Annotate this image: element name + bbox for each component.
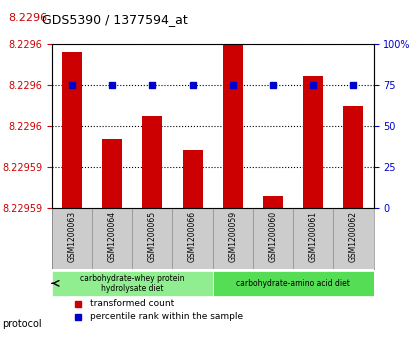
Bar: [303, 76, 323, 208]
Text: GSM1200059: GSM1200059: [228, 211, 237, 262]
FancyBboxPatch shape: [52, 271, 213, 296]
FancyBboxPatch shape: [213, 271, 374, 296]
Text: GSM1200064: GSM1200064: [107, 211, 117, 262]
Text: transformed count: transformed count: [90, 299, 175, 308]
Text: GSM1200066: GSM1200066: [188, 211, 197, 262]
Text: carbohydrate-whey protein
hydrolysate diet: carbohydrate-whey protein hydrolysate di…: [80, 274, 185, 293]
Bar: [102, 139, 122, 208]
Text: GSM1200063: GSM1200063: [68, 211, 76, 262]
Bar: [223, 44, 243, 208]
Text: GSM1200062: GSM1200062: [349, 211, 358, 262]
Text: protocol: protocol: [2, 319, 42, 329]
Text: percentile rank within the sample: percentile rank within the sample: [90, 312, 244, 321]
Text: GSM1200060: GSM1200060: [269, 211, 278, 262]
Text: 8.2296: 8.2296: [8, 13, 47, 23]
Bar: [263, 196, 283, 208]
Text: carbohydrate-amino acid diet: carbohydrate-amino acid diet: [236, 279, 350, 288]
Bar: [62, 52, 82, 208]
Bar: [142, 116, 162, 208]
Text: GDS5390 / 1377594_at: GDS5390 / 1377594_at: [42, 13, 187, 26]
Text: GSM1200061: GSM1200061: [309, 211, 318, 262]
Bar: [343, 106, 364, 208]
Bar: [183, 150, 203, 208]
Text: GSM1200065: GSM1200065: [148, 211, 157, 262]
